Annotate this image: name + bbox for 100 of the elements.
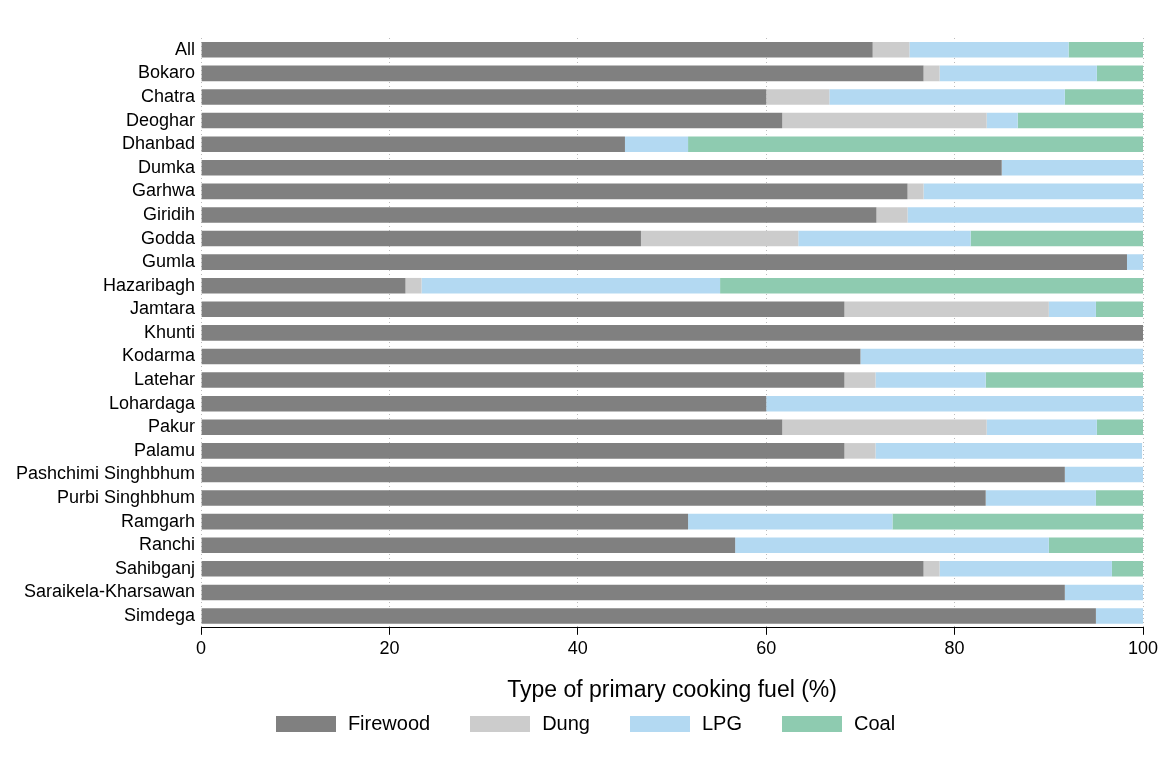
bar [1111,561,1143,577]
bar [201,136,625,152]
y-tick-label: Deoghar [126,109,196,130]
bar [201,419,783,436]
bar [923,561,940,577]
bar [201,513,689,530]
bar [1096,419,1143,436]
bar [201,112,783,129]
bar [1095,490,1143,506]
bar [892,513,1143,530]
bar [844,372,876,388]
bar [1064,89,1143,105]
bar [1064,466,1143,483]
y-tick-label: Chatra [141,85,197,106]
bar [201,254,1127,270]
legend-label: LPG [701,712,742,735]
bar [1126,254,1143,270]
bar [939,65,1097,82]
bar [860,348,1143,365]
bar [872,42,910,58]
bar [1095,608,1143,624]
bar [986,419,1097,436]
bar [201,561,924,577]
bar [782,112,987,129]
bar [201,42,873,58]
legend-label: Coal [853,712,896,735]
y-tick-label: Dhanbad [122,133,196,154]
y-tick-label: Pakur [148,416,196,437]
bar [907,207,1143,223]
bar [875,372,986,388]
bar [939,561,1112,577]
bar [735,537,1049,554]
bar [829,89,1065,105]
y-tick-label: Garhwa [132,180,197,201]
bar [688,136,1143,152]
bar [640,230,799,247]
x-tick-label: 40 [567,637,588,658]
bar [201,466,1065,483]
x-tick-label: 20 [379,637,400,658]
bar [1017,112,1143,129]
bar [798,230,971,247]
bar [766,89,830,105]
bar [844,301,1049,318]
legend-label: Firewood [347,712,431,735]
y-tick-label: Pashchimi Singhbhum [15,463,196,484]
bar [201,395,767,412]
y-tick-label: Ranchi [139,534,196,555]
y-tick-label: Saraikela-Kharsawan [24,581,196,602]
bar [201,372,845,388]
bar [688,513,893,530]
x-tick-label: 60 [756,637,777,658]
y-tick-label: Ramgarh [121,510,196,531]
bar [201,207,877,223]
bar [201,183,908,200]
bar [986,112,1018,129]
bar [782,419,987,436]
bar [201,301,845,318]
x-tick-label: 0 [196,637,207,658]
x-tick-label: 100 [1127,637,1159,658]
bar [201,537,736,554]
bar [201,89,767,105]
bar [201,325,1143,341]
bar [624,136,689,152]
bar [201,159,1002,176]
bar [907,183,924,200]
bar [720,277,1143,294]
y-tick-label: Latehar [134,369,196,390]
y-tick-label: All [175,38,196,59]
y-tick-label: Godda [141,227,197,248]
y-tick-label: Hazaribagh [103,274,196,295]
bar [766,395,1143,412]
y-tick-label: Simdega [124,604,197,625]
y-tick-label: Dumka [138,156,197,177]
bar [875,443,1143,459]
y-tick-label: Giridih [143,203,196,224]
y-tick-label: Kodarma [122,345,197,366]
bar [421,277,721,294]
x-axis-title: Type of primary cooking fuel (%) [507,675,837,702]
bar [405,277,422,294]
bar [923,183,1143,200]
y-tick-label: Palamu [134,439,196,460]
bar [201,65,924,82]
bar [201,277,406,294]
bar [876,207,908,223]
y-tick-label: Gumla [142,251,197,272]
y-tick-label: Khunti [144,321,196,342]
bar [1095,301,1143,318]
y-tick-label: Sahibganj [115,557,196,578]
bar [201,230,641,247]
bar [970,230,1143,247]
y-tick-label: Jamtara [130,298,197,319]
bar [985,490,1096,506]
bar [1064,584,1143,601]
bar [201,443,845,459]
x-tick-label: 80 [944,637,965,658]
bar [1096,65,1143,82]
bar [1068,42,1143,58]
bar [201,348,861,365]
bar [1048,537,1143,554]
bar [201,584,1065,601]
